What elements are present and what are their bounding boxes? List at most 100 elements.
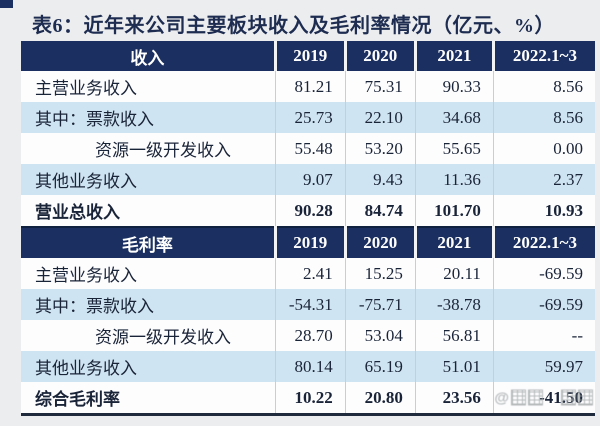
cell-value: 8.56 — [553, 107, 583, 127]
value-cell: 20.11 — [414, 258, 494, 289]
cell-value: -69.59 — [539, 263, 583, 283]
value-cell: 2.37 — [492, 164, 595, 195]
cell-value: 34.68 — [442, 107, 481, 127]
table-row: 主营业务收入 81.21 75.31 90.33 8.56 — [21, 71, 595, 102]
row-label-cell: 主营业务收入 — [21, 71, 276, 102]
cell-value: 28.70 — [294, 325, 333, 345]
cell-value: -- — [571, 325, 583, 345]
table-row: 其中：票款收入 -54.31 -75.71 -38.78 -69.59 — [21, 289, 595, 320]
header-row: 收入 2019 2020 2021 2022.1~3 — [21, 41, 595, 71]
value-cell: -41.50 @ — [492, 382, 595, 416]
value-cell: 9.43 — [344, 164, 416, 195]
cell-value: 9.43 — [373, 169, 403, 189]
value-cell: 53.04 — [344, 320, 416, 351]
value-cell: -38.78 — [414, 289, 494, 320]
cell-value: -38.78 — [436, 294, 481, 314]
value-cell: 75.31 — [344, 71, 416, 102]
value-cell: 65.19 — [344, 351, 416, 382]
value-cell: 0.00 — [492, 133, 595, 164]
row-label-cell: 综合毛利率 — [21, 382, 276, 416]
cell-value: 11.36 — [443, 169, 481, 189]
table-row: 营业总收入 90.28 84.74 101.70 10.93 — [21, 195, 595, 226]
row-label-cell: 其他业务收入 — [21, 351, 276, 382]
year-header-cell: 2022.1~3 — [491, 41, 595, 71]
year-header-cell: 2022.1~3 — [491, 227, 595, 258]
table-row: 其他业务收入 80.14 65.19 51.01 59.97 — [21, 351, 595, 382]
table-row: 资源一级开发收入 28.70 53.04 56.81 -- — [21, 320, 595, 351]
row-label-cell: 资源一级开发收入 — [21, 320, 276, 351]
value-cell: 9.07 — [274, 164, 346, 195]
value-cell: -54.31 — [274, 289, 346, 320]
cell-value: 75.31 — [364, 76, 403, 96]
table-row: 主营业务收入 2.41 15.25 20.11 -69.59 — [21, 258, 595, 289]
value-cell: 2.41 — [274, 258, 346, 289]
cell-value: 65.19 — [364, 356, 403, 376]
year-header-cell: 2020 — [343, 41, 416, 71]
cell-value: 81.21 — [294, 76, 333, 96]
cell-value: 15.25 — [364, 263, 403, 283]
cell-value: 2.37 — [553, 169, 583, 189]
year-header-cell: 2019 — [273, 41, 346, 71]
table-row: 其中：票款收入 25.73 22.10 34.68 8.56 — [21, 102, 595, 133]
value-cell: 23.56 — [414, 382, 494, 416]
cell-value: 55.48 — [294, 138, 333, 158]
row-label-cell: 资源一级开发收入 — [21, 133, 276, 164]
value-cell: 55.65 — [414, 133, 494, 164]
row-label-cell: 其他业务收入 — [21, 164, 276, 195]
cell-value: 10.22 — [294, 387, 333, 407]
cell-value: 10.93 — [544, 200, 583, 220]
cell-value: -54.31 — [288, 294, 333, 314]
value-cell: 8.56 — [492, 102, 595, 133]
year-header-cell: 2021 — [413, 41, 494, 71]
cell-value: 59.97 — [544, 356, 583, 376]
value-cell: 20.80 — [344, 382, 416, 416]
value-cell: 8.56 — [492, 71, 595, 102]
cell-value: -69.59 — [539, 294, 583, 314]
value-cell: 55.48 — [274, 133, 346, 164]
cell-value: 80.14 — [294, 356, 333, 376]
table-row: 综合毛利率 10.22 20.80 23.56 -41.50 @ — [21, 382, 595, 416]
cell-value: 20.80 — [364, 387, 403, 407]
value-cell: 15.25 — [344, 258, 416, 289]
row-label-cell: 营业总收入 — [21, 195, 276, 226]
revenue-margin-table: 收入 2019 2020 2021 2022.1~3 主营业务收入 81.21 75.31 90… — [21, 41, 595, 416]
cell-value: 90.28 — [294, 200, 333, 220]
cell-value: 25.73 — [294, 107, 333, 127]
cell-value: 51.01 — [442, 356, 481, 376]
year-header-cell: 2021 — [413, 227, 494, 258]
cell-value: 23.56 — [442, 387, 481, 407]
value-cell: 10.22 — [274, 382, 346, 416]
value-cell: -69.59 — [492, 258, 595, 289]
value-cell: 90.28 — [274, 195, 346, 226]
cell-value: 101.70 — [434, 200, 481, 220]
value-cell: -75.71 — [344, 289, 416, 320]
cell-value: 0.00 — [553, 138, 583, 158]
table-row: 其他业务收入 9.07 9.43 11.36 2.37 — [21, 164, 595, 195]
section-header-label: 收入 — [21, 41, 276, 71]
row-label-cell: 主营业务收入 — [21, 258, 276, 289]
header-row: 毛利率 2019 2020 2021 2022.1~3 — [21, 227, 595, 258]
year-header-cell: 2020 — [343, 227, 416, 258]
cell-value: -75.71 — [358, 294, 403, 314]
value-cell: 56.81 — [414, 320, 494, 351]
value-cell: 81.21 — [274, 71, 346, 102]
value-cell: 51.01 — [414, 351, 494, 382]
row-label-cell: 其中：票款收入 — [21, 289, 276, 320]
table-title: 表6：近年来公司主要板块收入及毛利率情况（亿元、%） — [32, 15, 555, 37]
value-cell: 11.36 — [414, 164, 494, 195]
value-cell: 101.70 — [414, 195, 494, 226]
cell-value: -41.50 — [539, 387, 583, 407]
row-label-cell: 其中：票款收入 — [21, 102, 276, 133]
watermark-glyph-block — [511, 389, 526, 406]
cell-value: 9.07 — [303, 169, 333, 189]
cell-value: 20.11 — [443, 263, 481, 283]
value-cell: 90.33 — [414, 71, 494, 102]
value-cell: -69.59 — [492, 289, 595, 320]
cell-value: 53.04 — [364, 325, 403, 345]
cell-value: 8.56 — [553, 76, 583, 96]
cell-value: 53.20 — [364, 138, 403, 158]
value-cell: 53.20 — [344, 133, 416, 164]
value-cell: 84.74 — [344, 195, 416, 226]
value-cell: 59.97 — [492, 351, 595, 382]
